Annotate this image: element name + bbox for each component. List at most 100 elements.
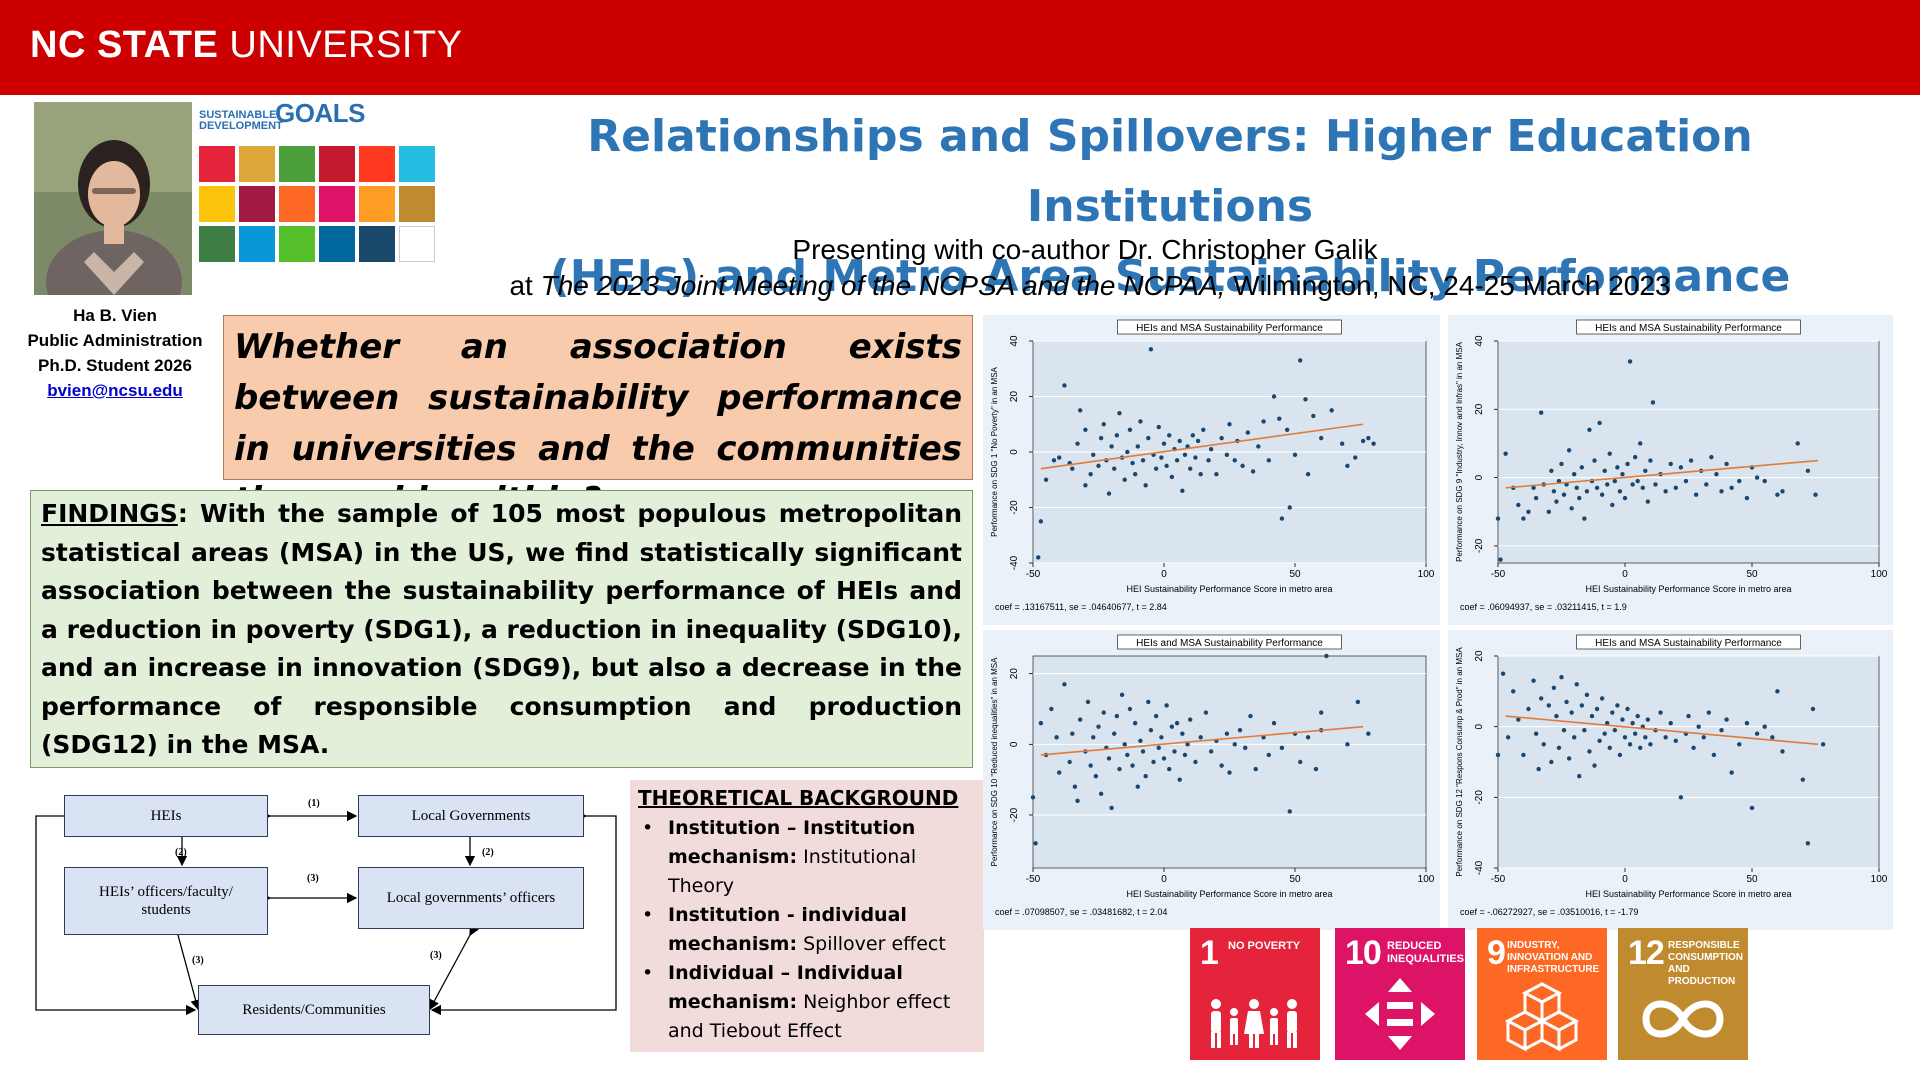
data-point	[1303, 397, 1308, 402]
data-point	[1531, 485, 1536, 491]
author-name: Ha B. Vien	[73, 306, 157, 325]
data-point	[1630, 482, 1635, 487]
diagram-label: (3)	[192, 955, 204, 966]
data-point	[1140, 458, 1146, 463]
data-point	[1709, 454, 1714, 460]
data-point	[1153, 713, 1159, 719]
data-point	[1498, 557, 1503, 562]
data-point	[1085, 699, 1091, 705]
data-point	[1130, 763, 1135, 768]
x-tick-label: -50	[1491, 569, 1506, 580]
data-point	[1584, 692, 1590, 698]
sdg-mini-tile	[359, 186, 395, 222]
data-point	[1617, 489, 1623, 494]
data-point	[1775, 492, 1780, 497]
chart-title: HEIs and MSA Sustainability Performance	[1136, 638, 1323, 649]
data-point	[1632, 731, 1638, 736]
theory-item: Individual – Individual mechanism: Neigh…	[638, 959, 976, 1046]
data-point	[1663, 735, 1668, 740]
data-point	[1650, 400, 1656, 405]
data-point	[1592, 763, 1597, 768]
x-tick-label: 0	[1622, 874, 1628, 885]
sdg-mini-tile	[199, 146, 235, 182]
x-tick-label: 0	[1161, 569, 1167, 580]
data-point	[1521, 516, 1526, 521]
box-residents: Residents/Communities	[198, 985, 430, 1035]
data-point	[1559, 675, 1564, 680]
data-point	[1232, 742, 1237, 747]
scatter-plot-sdg9: -20 0 20 40 -50 0 50 100 HEIs and MSA Sustainabi…	[1448, 315, 1893, 625]
data-point	[1232, 458, 1237, 463]
data-point	[1109, 444, 1114, 449]
data-point	[1577, 773, 1582, 779]
x-tick-label: 0	[1622, 569, 1628, 580]
title-line2: (HEIs) and Metro Area Sustainability Per…	[549, 251, 1791, 302]
y-tick-label: -20	[1009, 500, 1020, 515]
equals-arrows-icon	[1365, 978, 1435, 1050]
data-point	[1353, 455, 1358, 460]
data-point	[1180, 731, 1185, 736]
brand-bold: NC STATE	[30, 24, 219, 66]
data-point	[1130, 460, 1135, 466]
chart-title: HEIs and MSA Sustainability Performance	[1595, 638, 1782, 649]
venue-name: The 2023 Joint Meeting of the NCPSA and …	[540, 270, 1226, 301]
data-point	[1182, 452, 1188, 457]
y-tick-label: -40	[1474, 860, 1485, 875]
box-local-governments: Local Governments	[358, 795, 584, 837]
data-point	[1770, 735, 1775, 740]
data-point	[1117, 766, 1122, 772]
diagram-label: (2)	[482, 847, 494, 858]
data-point	[1083, 483, 1088, 488]
chart-title-box	[1576, 634, 1801, 650]
data-point	[1561, 492, 1567, 497]
data-point	[1138, 419, 1143, 424]
data-point	[1638, 441, 1643, 446]
x-tick-label: 100	[1418, 569, 1435, 580]
data-point	[1572, 472, 1577, 477]
box-heis-officers: HEIs’ officers/faculty/ students	[64, 867, 268, 935]
regression-note: coef = .13167511, se = .04640677, t = 2.…	[995, 602, 1167, 612]
fit-line	[1040, 423, 1364, 470]
author-email-link[interactable]: bvien@ncsu.edu	[47, 381, 183, 400]
box-gov-officers: Local governments’ officers	[358, 867, 584, 929]
data-point	[1810, 706, 1816, 712]
plot-area	[1497, 340, 1880, 564]
data-point	[1521, 752, 1526, 758]
data-point	[1729, 770, 1734, 775]
findings-label: FINDINGS	[41, 499, 178, 528]
data-point	[1605, 720, 1610, 726]
data-point	[1193, 759, 1198, 765]
data-point	[1072, 784, 1078, 789]
data-point	[1214, 472, 1219, 477]
data-point	[1127, 706, 1133, 712]
data-point	[1701, 735, 1706, 740]
data-point	[1813, 492, 1818, 497]
sdg-mini-tile	[399, 186, 435, 222]
sdg-tile-label: REDUCED INEQUALITIES	[1387, 940, 1465, 965]
data-point	[1780, 489, 1785, 494]
venue-post: Wilmington, NC, 24-25 March 2023	[1225, 270, 1671, 301]
data-point	[1744, 495, 1750, 501]
data-point	[1549, 468, 1554, 473]
author-photo	[34, 102, 192, 295]
data-point	[1538, 410, 1544, 415]
data-point	[1355, 699, 1361, 705]
sdg-tile-12: 12 RESPONSIBLE CONSUMPTION AND PRODUCTIO…	[1618, 928, 1748, 1060]
author-program: Ph.D. Student 2026	[38, 356, 192, 375]
data-point	[1224, 731, 1230, 736]
data-point	[1227, 422, 1232, 427]
x-tick-label: -50	[1026, 874, 1041, 885]
data-point	[1177, 777, 1182, 782]
data-point	[1243, 745, 1248, 751]
x-tick-label: 50	[1746, 569, 1758, 580]
data-point	[1582, 516, 1587, 521]
x-tick-label: 50	[1289, 874, 1301, 885]
data-point	[1754, 731, 1760, 736]
data-point	[1256, 444, 1261, 449]
data-point	[1146, 699, 1151, 705]
data-point	[1208, 447, 1214, 452]
data-point	[1620, 472, 1625, 477]
x-tick-label: -50	[1491, 874, 1506, 885]
data-point	[1559, 461, 1564, 467]
author-dept: Public Administration	[27, 331, 203, 350]
